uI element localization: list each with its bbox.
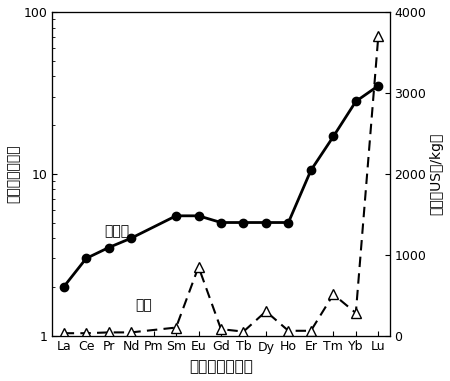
X-axis label: レアアース元素: レアアース元素: [189, 359, 253, 374]
Text: 濃縮率: 濃縮率: [104, 224, 129, 238]
濃縮率: [61, 285, 67, 289]
Line: 濃縮率: 濃縮率: [59, 82, 382, 291]
価格: [128, 330, 134, 335]
濃縮率: [106, 245, 111, 250]
濃縮率: [376, 83, 381, 88]
濃縮率: [331, 134, 336, 139]
濃縮率: [308, 168, 314, 173]
濃縮率: [218, 220, 224, 225]
価格: [218, 327, 224, 331]
Text: 価格: 価格: [135, 299, 153, 312]
濃縮率: [83, 256, 89, 261]
価格: [353, 311, 359, 315]
価格: [286, 328, 291, 333]
価格: [241, 329, 246, 334]
Line: 価格: 価格: [59, 31, 383, 338]
価格: [331, 292, 336, 297]
価格: [173, 325, 179, 330]
価格: [196, 264, 201, 269]
濃縮率: [353, 99, 359, 104]
濃縮率: [128, 236, 134, 240]
価格: [376, 34, 381, 38]
濃縮率: [241, 220, 246, 225]
濃縮率: [173, 213, 179, 218]
価格: [308, 328, 314, 333]
価格: [263, 309, 269, 314]
価格: [61, 331, 67, 336]
濃縮率: [263, 220, 269, 225]
価格: [106, 330, 111, 335]
濃縮率: [286, 220, 291, 225]
濃縮率: [196, 213, 201, 218]
Y-axis label: 濃縮率（万倍）: 濃縮率（万倍）: [7, 144, 21, 203]
価格: [83, 331, 89, 336]
Y-axis label: 価格（US＄/kg）: 価格（US＄/kg）: [429, 133, 443, 215]
